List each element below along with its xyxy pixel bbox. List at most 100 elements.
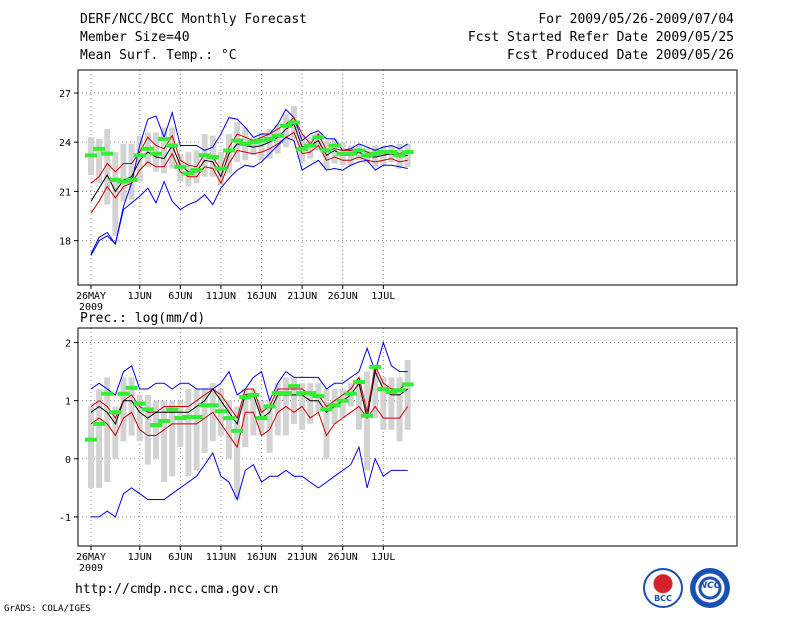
x-tick-label: 26MAY xyxy=(76,291,106,302)
x-tick-label: 16JUN xyxy=(246,291,276,302)
spread-box xyxy=(120,143,127,202)
median-marker xyxy=(214,166,227,171)
median-marker xyxy=(263,404,276,409)
median-marker xyxy=(336,398,349,403)
started-date-label: Fcst Started Refer Date 2009/05/25 xyxy=(467,30,734,45)
spread-box xyxy=(185,389,192,477)
max-line xyxy=(90,340,408,403)
median-marker xyxy=(125,385,138,390)
median-marker xyxy=(247,140,260,145)
spread-box xyxy=(136,394,143,442)
median-marker xyxy=(93,421,106,426)
median-marker xyxy=(149,151,162,156)
y-tick-label: 27 xyxy=(59,89,71,100)
median-marker xyxy=(312,135,325,140)
median-marker xyxy=(133,153,146,158)
min-line xyxy=(90,136,408,256)
median-marker xyxy=(109,410,122,415)
spread-box xyxy=(234,406,241,500)
median-marker xyxy=(401,382,414,387)
y-tick-label: 18 xyxy=(59,237,71,248)
median-marker xyxy=(247,392,260,397)
median-marker xyxy=(223,148,236,153)
spread-box xyxy=(161,400,168,483)
median-marker xyxy=(352,380,365,385)
x-tick-label: 11JUN xyxy=(206,291,236,302)
spread-box xyxy=(396,377,403,442)
median-marker xyxy=(190,168,203,173)
median-marker xyxy=(125,177,138,182)
spread-box xyxy=(201,389,208,453)
median-marker xyxy=(377,387,390,392)
bcc-logo-text: BCC xyxy=(654,594,672,603)
median-marker xyxy=(158,136,171,141)
min-line xyxy=(91,445,408,518)
spread-box xyxy=(136,135,143,182)
median-marker xyxy=(385,150,398,155)
median-marker xyxy=(328,143,341,148)
spread-box xyxy=(193,389,200,471)
bcc-logo: BCC xyxy=(643,568,683,608)
median-marker xyxy=(85,437,97,442)
plot-frame xyxy=(77,69,738,286)
median-marker xyxy=(255,138,268,143)
median-marker xyxy=(377,150,390,155)
median-marker xyxy=(166,407,179,412)
spread-box xyxy=(323,389,330,459)
spread-box xyxy=(96,138,103,184)
y-tick-label: 1 xyxy=(65,397,71,408)
median-marker xyxy=(182,414,195,419)
spread-box xyxy=(307,137,314,159)
spread-box xyxy=(250,137,257,156)
x-tick-label: 1JUN xyxy=(128,552,152,563)
x-tick-year-label: 2009 xyxy=(79,302,103,313)
median-marker xyxy=(271,391,284,396)
spread-box xyxy=(339,389,346,419)
spread-box xyxy=(372,145,379,167)
y-tick-label: 21 xyxy=(59,187,71,198)
median-marker xyxy=(336,151,349,156)
produced-date-label: Fcst Produced Date 2009/05/26 xyxy=(507,48,734,63)
spread-box xyxy=(104,377,111,483)
spread-box xyxy=(266,400,273,453)
median-marker xyxy=(198,153,211,158)
lower-line xyxy=(90,131,408,214)
x-tick-label: 1JUL xyxy=(371,291,395,302)
median-marker xyxy=(141,146,154,151)
median-marker xyxy=(117,391,130,396)
median-marker xyxy=(328,403,341,408)
median-marker xyxy=(393,153,406,158)
median-marker xyxy=(239,141,252,146)
median-marker xyxy=(320,407,333,412)
median-marker xyxy=(174,164,187,169)
variable-label: Mean Surf. Temp.: °C xyxy=(80,48,237,63)
median-marker xyxy=(141,407,154,412)
median-marker xyxy=(101,151,114,156)
spread-box xyxy=(152,400,159,459)
x-tick-label: 11JUN xyxy=(206,552,236,563)
median-marker xyxy=(158,419,171,424)
median-marker xyxy=(361,153,374,158)
spread-box xyxy=(161,127,168,174)
spread-box xyxy=(372,365,379,419)
median-marker xyxy=(352,148,365,153)
median-marker xyxy=(369,151,382,156)
median-marker xyxy=(182,171,195,176)
median-marker xyxy=(385,389,398,394)
spread-box xyxy=(169,127,176,169)
spread-box xyxy=(112,152,119,236)
median-marker xyxy=(255,416,268,421)
median-marker xyxy=(198,403,211,408)
median-marker xyxy=(296,391,309,396)
median-marker xyxy=(288,120,300,125)
source-url[interactable]: http://cmdp.ncc.cma.gov.cn xyxy=(75,582,279,597)
x-tick-label: 26JUN xyxy=(328,552,358,563)
median-marker xyxy=(304,391,317,396)
spread-box xyxy=(96,389,103,488)
x-tick-label: 6JUN xyxy=(168,291,192,302)
plot-frame xyxy=(77,327,738,547)
spread-box xyxy=(169,400,176,477)
median-marker xyxy=(149,423,162,428)
spread-box xyxy=(120,377,127,442)
median-marker xyxy=(312,394,325,399)
